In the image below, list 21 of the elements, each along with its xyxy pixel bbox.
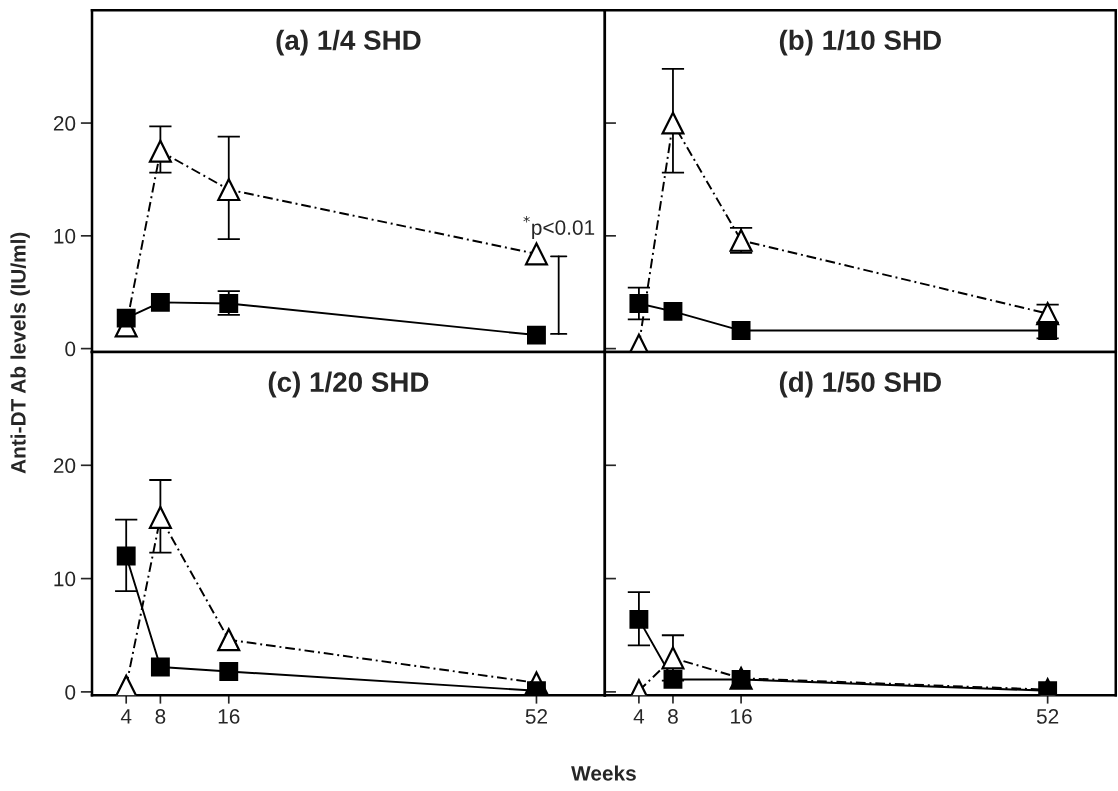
x-tick-label: 8 [668,709,678,724]
y-tick-label: 0 [65,341,76,357]
x-tick-label: 52 [1036,709,1059,724]
x-axis-title: Weeks [571,765,636,781]
y-axis-title: Anti-DT Ab levels (IU/ml) [10,232,30,474]
text: (b) 1/10 SHD [779,29,941,56]
y-tick-label: 10 [54,571,76,587]
annotation: $^{*}$p<0.01 [523,215,595,240]
y-tick-label: 0 [65,684,76,700]
text: (d) 1/50 SHD [779,371,941,398]
x-tick-label: 4 [120,709,132,724]
y-tick-label: 10 [54,228,76,244]
x-tick-label: 52 [525,709,547,724]
y-tick-label: 20 [53,116,76,131]
text: (c) 1/20 SHD [268,371,429,398]
x-tick-label: 4 [633,709,645,724]
x-tick-label: 16 [218,709,240,724]
y-tick-label: 20 [53,458,76,474]
x-tick-label: 8 [155,709,166,724]
text: (a) 1/4 SHD [276,29,421,56]
x-tick-label: 16 [731,709,752,724]
